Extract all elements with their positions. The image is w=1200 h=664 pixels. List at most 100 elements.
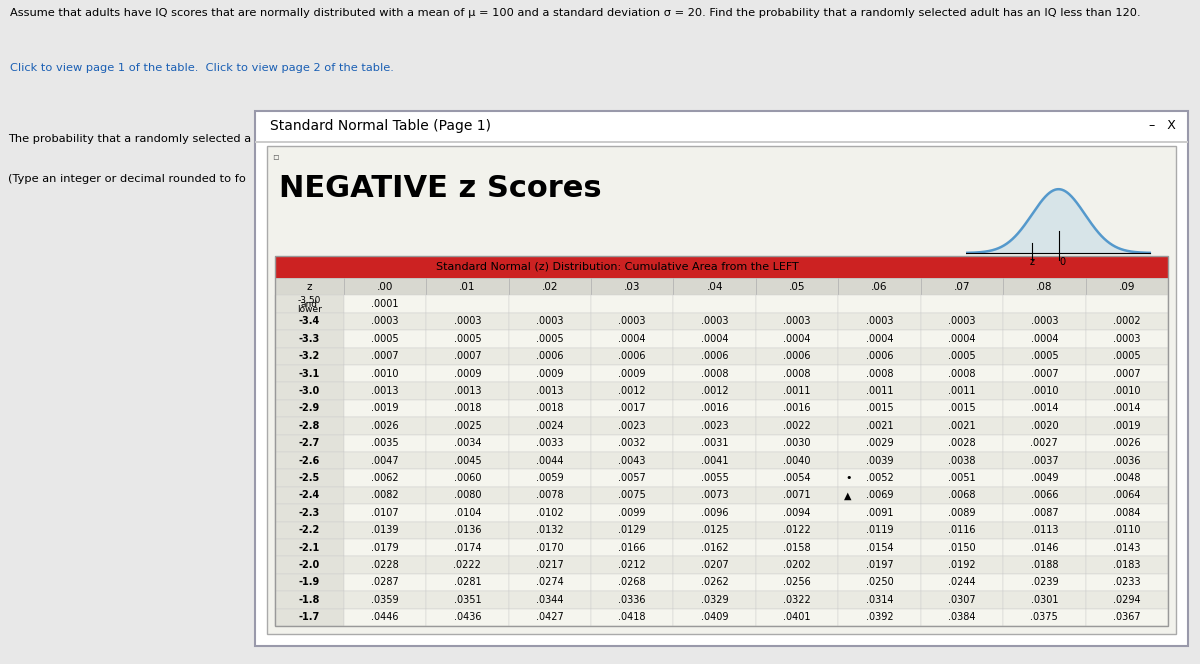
Bar [343,330,426,347]
Bar [592,365,673,382]
Bar [275,400,343,417]
Bar [1003,295,1086,313]
Text: -2.5: -2.5 [299,473,320,483]
Bar [1003,434,1086,452]
Text: .0018: .0018 [454,404,481,414]
Bar [1003,609,1086,626]
Text: .0150: .0150 [948,542,976,552]
Text: .0154: .0154 [865,542,893,552]
Bar [509,591,592,609]
Bar [920,313,1003,330]
Text: .0054: .0054 [784,473,811,483]
Text: .0401: .0401 [784,612,811,622]
Bar [920,469,1003,487]
Text: .0281: .0281 [454,578,481,588]
Bar [839,522,920,539]
Text: .0007: .0007 [1031,369,1058,378]
Text: .0032: .0032 [618,438,646,448]
Text: .0125: .0125 [701,525,728,535]
Text: .0013: .0013 [371,386,398,396]
Text: -1.9: -1.9 [299,578,320,588]
Text: .01: .01 [460,282,475,291]
Text: .0047: .0047 [371,456,398,465]
Text: .0055: .0055 [701,473,728,483]
Bar [275,434,343,452]
Text: .0129: .0129 [618,525,646,535]
Bar [1086,556,1168,574]
Text: .0024: .0024 [536,421,564,431]
Bar [509,278,592,295]
Text: .0294: .0294 [1112,595,1141,605]
Bar [343,469,426,487]
Bar [343,452,426,469]
Text: -2.0: -2.0 [299,560,320,570]
Text: .0023: .0023 [701,421,728,431]
Text: .0122: .0122 [784,525,811,535]
Text: .0004: .0004 [865,334,893,344]
Bar [275,382,343,400]
Bar [1003,365,1086,382]
Bar [426,469,509,487]
Text: .0005: .0005 [1112,351,1141,361]
Text: .0010: .0010 [1114,386,1140,396]
Text: .0022: .0022 [784,421,811,431]
Bar [920,295,1003,313]
Bar [275,539,343,556]
Bar [509,400,592,417]
Text: -1.7: -1.7 [299,612,320,622]
Text: (Type an integer or decimal rounded to fo: (Type an integer or decimal rounded to f… [8,174,246,184]
Text: -3.4: -3.4 [299,317,320,327]
Bar [673,556,756,574]
Text: .0080: .0080 [454,491,481,501]
Text: .0287: .0287 [371,578,398,588]
Text: .0132: .0132 [536,525,564,535]
Text: .0188: .0188 [1031,560,1058,570]
Bar [1086,452,1168,469]
Text: .0351: .0351 [454,595,481,605]
Text: .0005: .0005 [948,351,976,361]
Text: .0322: .0322 [784,595,811,605]
Bar [343,504,426,522]
Text: .0018: .0018 [536,404,564,414]
Text: .0004: .0004 [1031,334,1058,344]
Bar [756,295,839,313]
Bar [839,400,920,417]
Text: .0113: .0113 [1031,525,1058,535]
Bar [756,278,839,295]
Bar [592,452,673,469]
Text: .0012: .0012 [618,386,646,396]
Bar [343,522,426,539]
Text: .0013: .0013 [536,386,564,396]
Text: .0045: .0045 [454,456,481,465]
Text: .0016: .0016 [701,404,728,414]
Bar [275,574,343,591]
Text: .0008: .0008 [701,369,728,378]
Bar [509,382,592,400]
Text: .09: .09 [1118,282,1135,291]
Bar [426,295,509,313]
Text: .0073: .0073 [701,491,728,501]
Text: -2.8: -2.8 [299,421,320,431]
Bar [1086,347,1168,365]
Text: .0110: .0110 [1114,525,1140,535]
Text: .0244: .0244 [948,578,976,588]
Bar [426,539,509,556]
Text: 0: 0 [1060,256,1066,266]
Text: .0023: .0023 [618,421,646,431]
Bar [1003,313,1086,330]
Text: .0239: .0239 [1031,578,1058,588]
Bar [343,609,426,626]
Text: .0174: .0174 [454,542,481,552]
Text: .07: .07 [954,282,970,291]
Bar [426,313,509,330]
Text: .0217: .0217 [536,560,564,570]
Bar [343,400,426,417]
Text: .0064: .0064 [1114,491,1140,501]
Bar [509,469,592,487]
Bar [673,591,756,609]
Bar [426,574,509,591]
Text: .0082: .0082 [371,491,398,501]
Text: .0307: .0307 [948,595,976,605]
Text: .0021: .0021 [865,421,893,431]
Bar [343,539,426,556]
